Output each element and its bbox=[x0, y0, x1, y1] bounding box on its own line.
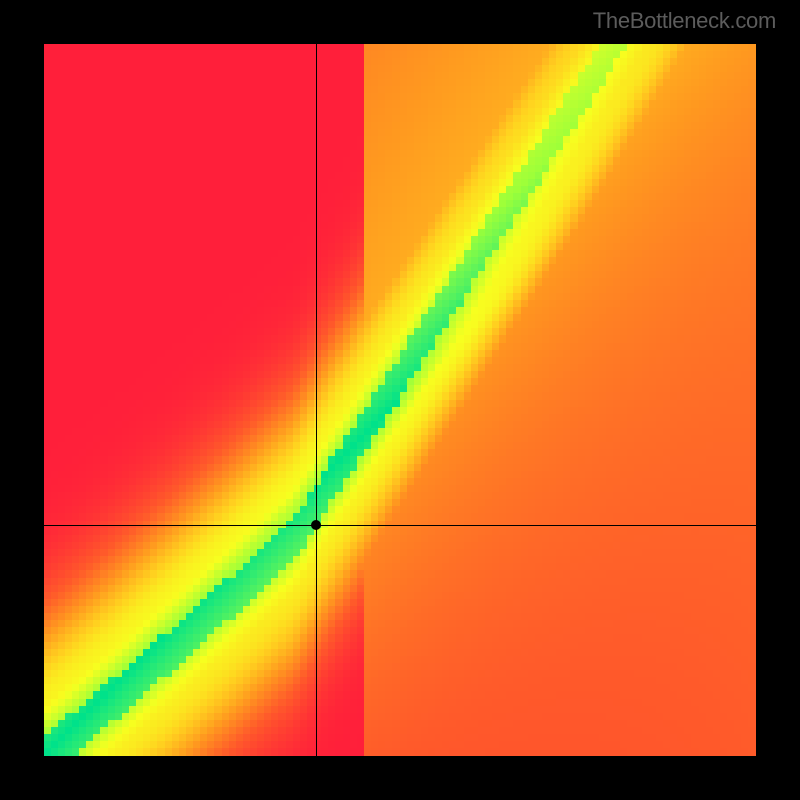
chart-container: TheBottleneck.com bbox=[0, 0, 800, 800]
crosshair-horizontal bbox=[44, 525, 756, 526]
crosshair-vertical bbox=[316, 44, 317, 756]
crosshair-marker bbox=[311, 520, 321, 530]
watermark-text: TheBottleneck.com bbox=[593, 8, 776, 34]
plot-area bbox=[44, 44, 756, 756]
heatmap-canvas bbox=[44, 44, 756, 756]
